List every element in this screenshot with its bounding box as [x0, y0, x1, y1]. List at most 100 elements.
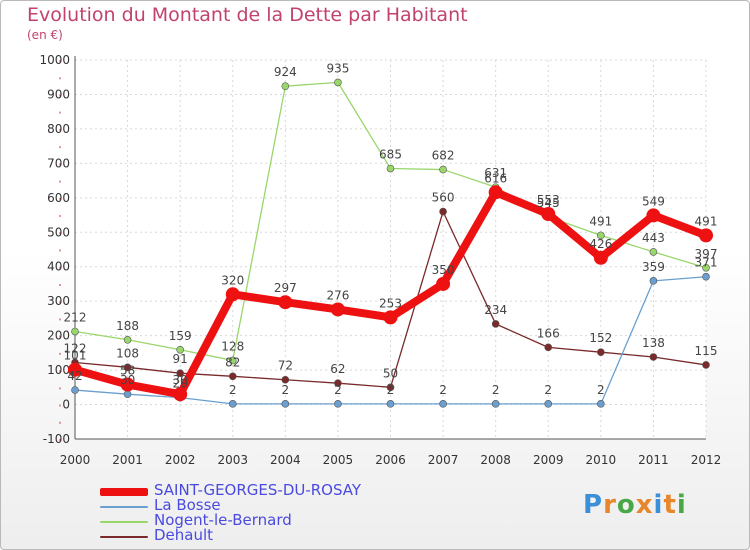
y-tick-label: 900: [47, 87, 70, 101]
data-point-nogent-le-bernard: [123, 335, 132, 344]
y-tick-label: 100: [47, 363, 70, 377]
legend-swatch-la-bosse: [100, 505, 148, 508]
y-tick-label: -100: [43, 432, 70, 446]
data-point-la-bosse: [491, 400, 500, 408]
y-tick-label: 400: [47, 260, 70, 274]
data-point-la-bosse: [439, 400, 447, 408]
legend-label-la-bosse: La Bosse: [154, 496, 221, 514]
data-point-saint-georges-du-rosay: [593, 250, 608, 265]
data-point-saint-georges-du-rosay: [225, 287, 240, 302]
legend-label-dehault: Dehault: [154, 526, 214, 544]
data-label-saint-georges-du-rosay: 491: [695, 214, 718, 228]
data-label-saint-georges-du-rosay: 58: [120, 364, 135, 378]
chart-title: Evolution du Montant de la Dette par Hab…: [27, 4, 468, 26]
data-label-dehault: 122: [64, 342, 87, 356]
y-tick-label: 600: [47, 191, 70, 205]
data-point-saint-georges-du-rosay: [699, 228, 713, 243]
y-tick-label: 0: [62, 398, 70, 412]
y-tick-label: 500: [47, 225, 70, 239]
data-label-saint-georges-du-rosay: 276: [326, 288, 349, 302]
x-tick-label: 2011: [638, 453, 669, 467]
data-label-la-bosse: 371: [695, 256, 718, 270]
data-label-nogent-le-bernard: 685: [379, 148, 402, 162]
x-tick-label: 2005: [323, 453, 354, 467]
data-label-nogent-le-bernard: 491: [589, 214, 612, 228]
data-label-nogent-le-bernard: 159: [169, 329, 192, 343]
data-point-nogent-le-bernard: [439, 165, 447, 174]
data-label-saint-georges-du-rosay: 320: [221, 273, 244, 287]
data-point-dehault: [281, 375, 290, 384]
data-label-la-bosse: 2: [597, 383, 605, 397]
data-label-la-bosse: 2: [387, 383, 395, 397]
data-point-dehault: [491, 320, 500, 328]
data-label-la-bosse: 30: [120, 373, 135, 387]
data-label-nogent-le-bernard: 397: [695, 247, 718, 261]
data-point-dehault: [228, 372, 237, 381]
data-point-la-bosse: [649, 277, 658, 285]
data-point-nogent-le-bernard: [702, 263, 710, 272]
data-label-dehault: 166: [537, 326, 560, 340]
data-label-la-bosse: 42: [67, 369, 82, 383]
data-label-saint-georges-du-rosay: 350: [432, 263, 455, 277]
x-tick-label: 2009: [533, 453, 564, 467]
x-tick-label: 2012: [691, 453, 722, 467]
data-label-la-bosse: 20: [173, 377, 188, 391]
data-point-la-bosse: [123, 390, 132, 399]
data-point-saint-georges-du-rosay: [173, 387, 188, 402]
y-tick-label: 300: [47, 294, 70, 308]
data-label-la-bosse: 2: [439, 383, 447, 397]
y-tick-label: 1000: [39, 53, 70, 67]
x-tick-label: 2008: [480, 453, 511, 467]
legend-swatch-saint-georges: [100, 487, 148, 496]
data-label-nogent-le-bernard: 682: [432, 149, 455, 163]
x-tick-label: 2010: [586, 453, 617, 467]
data-point-la-bosse: [386, 400, 395, 408]
data-label-saint-georges-du-rosay: 30: [173, 373, 188, 387]
x-tick-label: 2003: [217, 453, 248, 467]
data-point-la-bosse: [228, 400, 237, 408]
data-label-dehault: 108: [116, 346, 139, 360]
data-label-nogent-le-bernard: 443: [642, 231, 665, 245]
data-label-la-bosse: 2: [229, 383, 237, 397]
data-label-saint-georges-du-rosay: 616: [484, 171, 507, 185]
data-point-dehault: [123, 363, 132, 372]
data-label-nogent-le-bernard: 924: [274, 65, 297, 79]
x-tick-label: 2006: [375, 453, 406, 467]
data-point-la-bosse: [702, 272, 710, 281]
legend-label-nogent: Nogent-le-Bernard: [154, 511, 292, 529]
data-point-saint-georges-du-rosay: [541, 207, 556, 222]
logo-letter: t: [663, 490, 677, 520]
data-label-dehault: 560: [432, 191, 455, 205]
data-point-la-bosse: [334, 400, 342, 408]
data-point-dehault: [439, 207, 447, 216]
data-point-la-bosse: [544, 400, 553, 408]
data-point-dehault: [334, 379, 342, 387]
data-point-la-bosse: [71, 386, 79, 394]
data-point-dehault: [597, 348, 605, 356]
logo-letter: x: [635, 490, 654, 520]
data-label-nogent-le-bernard: 631: [484, 166, 507, 180]
data-label-saint-georges-du-rosay: 553: [537, 193, 560, 207]
data-label-nogent-le-bernard: 188: [116, 319, 139, 333]
data-point-saint-georges-du-rosay: [383, 310, 398, 325]
data-label-nogent-le-bernard: 128: [221, 339, 244, 353]
data-point-nogent-le-bernard: [71, 327, 79, 336]
data-label-saint-georges-du-rosay: 297: [274, 281, 297, 295]
data-label-saint-georges-du-rosay: 253: [379, 296, 402, 310]
data-point-nogent-le-bernard: [334, 78, 342, 87]
data-label-la-bosse: 2: [334, 383, 342, 397]
data-label-dehault: 138: [642, 336, 665, 350]
data-label-dehault: 234: [484, 303, 507, 317]
data-point-la-bosse: [597, 400, 605, 408]
data-label-nogent-le-bernard: 935: [326, 61, 349, 75]
chart-subtitle: (en €): [27, 28, 63, 42]
data-point-nogent-le-bernard: [597, 231, 605, 240]
proxiti-logo: Proxiti: [583, 490, 687, 520]
data-label-saint-georges-du-rosay: 549: [642, 194, 665, 208]
data-point-dehault: [176, 369, 184, 377]
data-point-dehault: [544, 343, 553, 352]
data-point-saint-georges-du-rosay: [488, 185, 503, 200]
data-point-saint-georges-du-rosay: [120, 377, 135, 392]
data-point-dehault: [702, 361, 710, 369]
data-point-saint-georges-du-rosay: [68, 362, 82, 377]
